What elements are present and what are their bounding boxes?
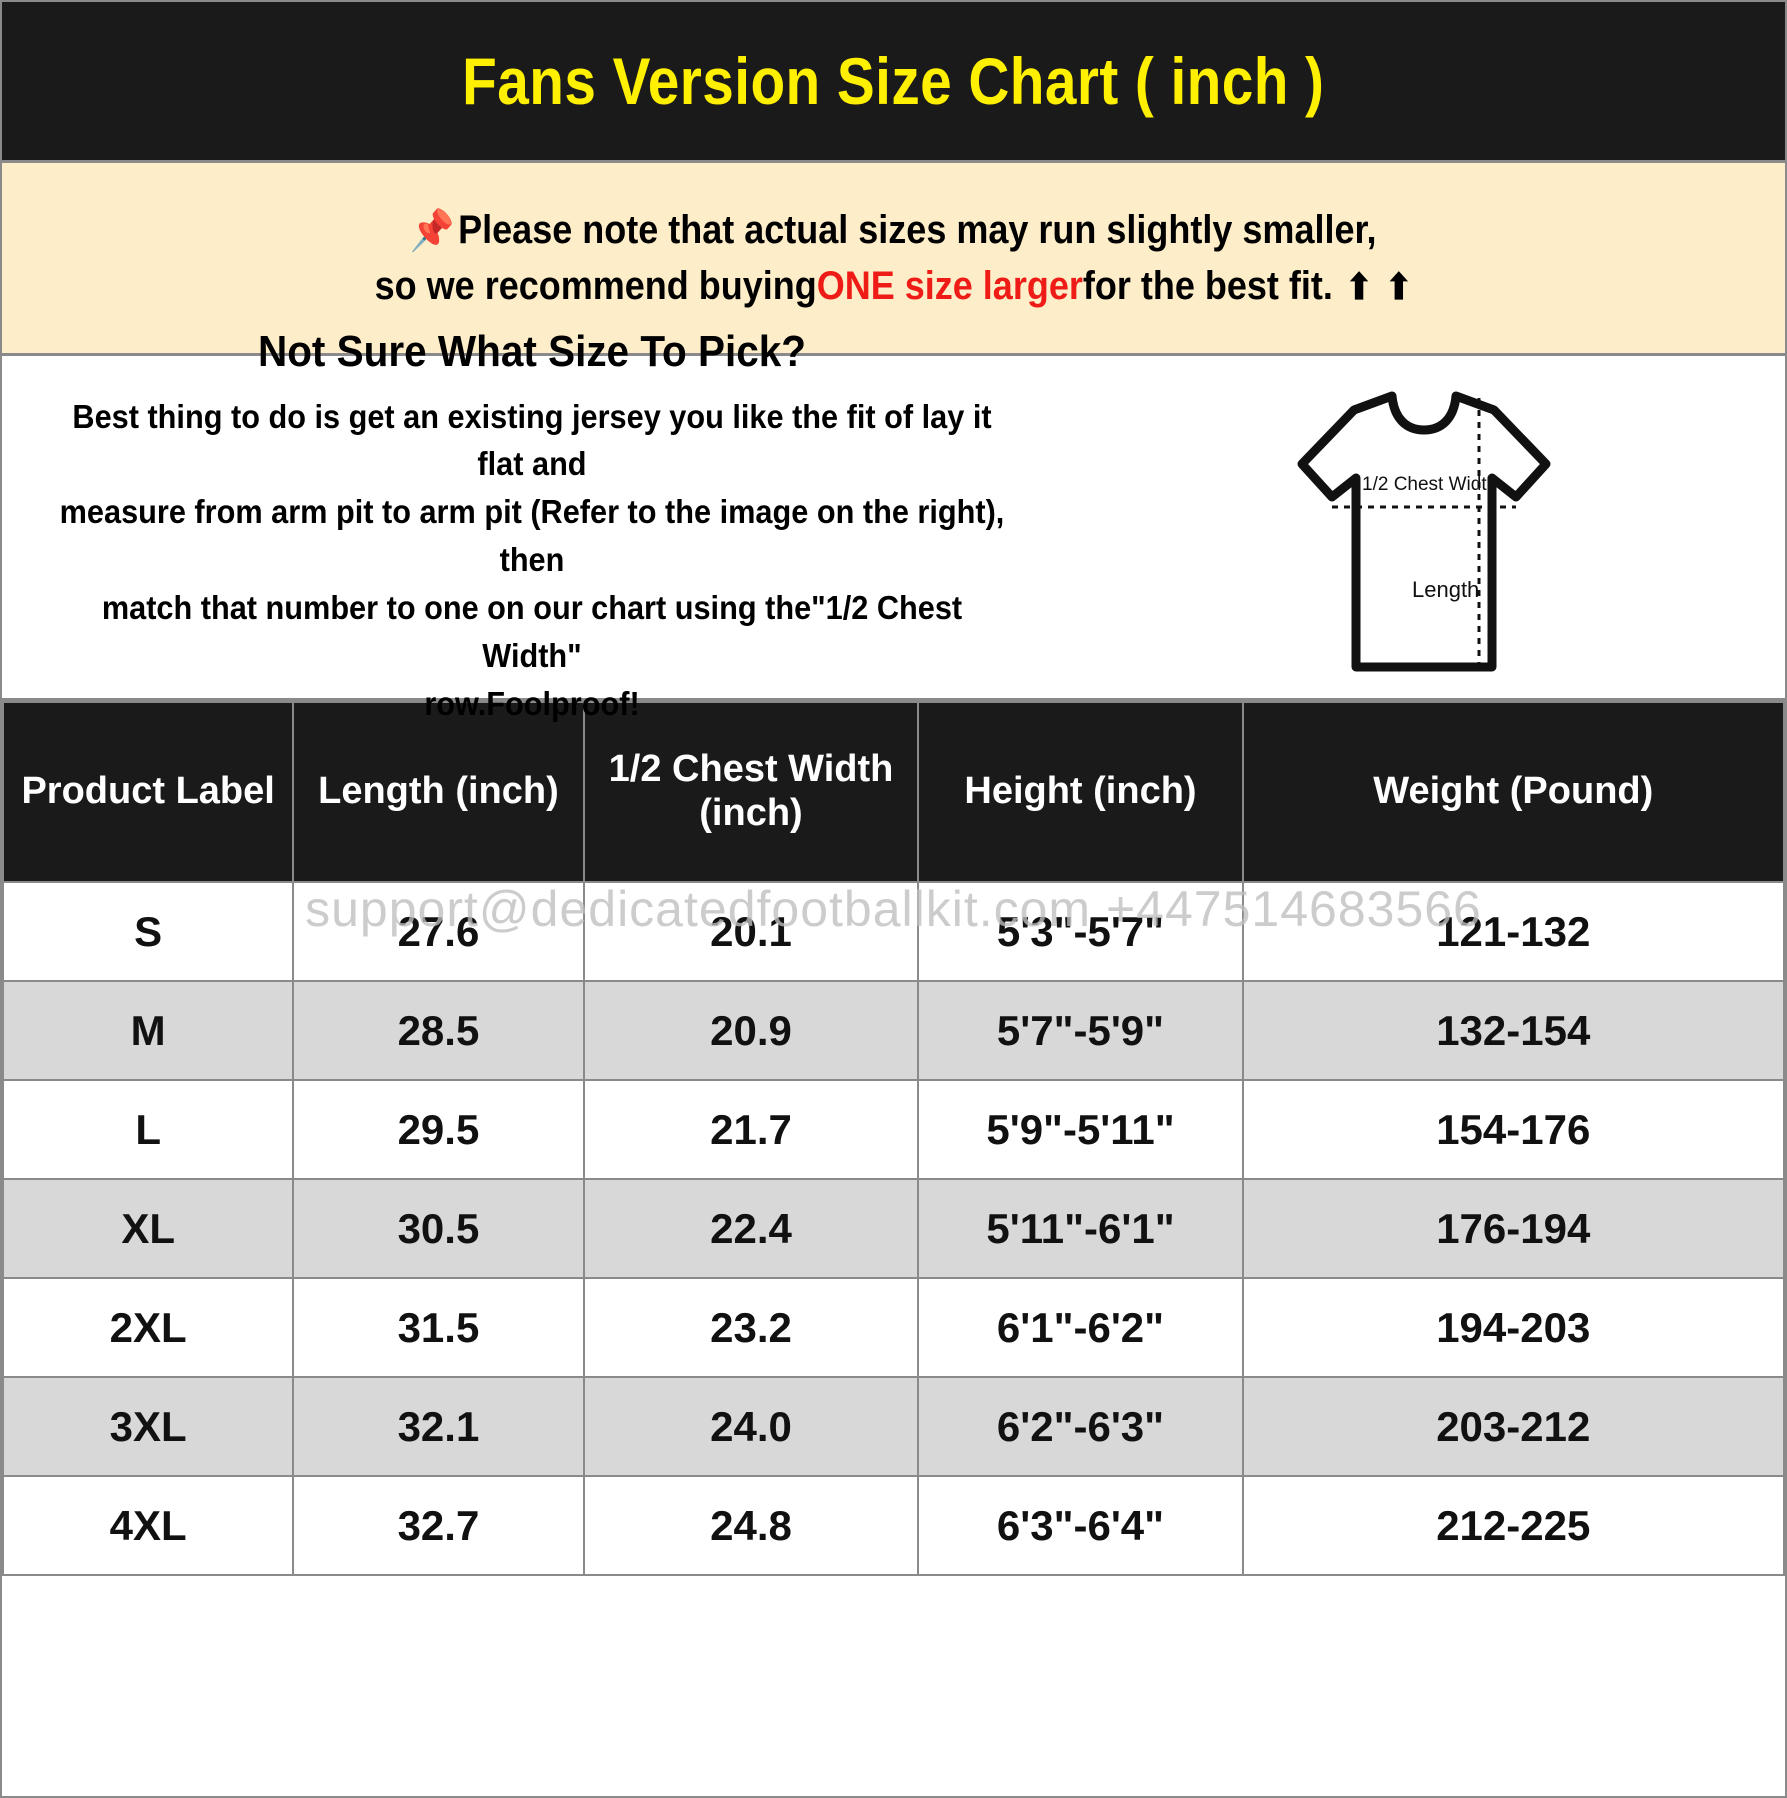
cell-product-label: 2XL <box>2 1277 295 1378</box>
table-cell: 6'2"-6'3" <box>917 1376 1244 1477</box>
note-line-2-before: so we recommend buying <box>374 264 817 308</box>
size-chart-table: Product Label Length (inch) 1/2 Chest Wi… <box>2 701 1785 1576</box>
table-cell: 6'3"-6'4" <box>917 1475 1244 1576</box>
help-heading: Not Sure What Size To Pick? <box>257 326 807 376</box>
col-header-length: Length (inch) <box>292 701 585 883</box>
table-cell: 27.6 <box>292 881 585 982</box>
table-row: XL 30.5 22.4 5'11"-6'1" 176-194 <box>2 1178 1785 1279</box>
col-header-chest-width: 1/2 Chest Width (inch) <box>582 701 920 883</box>
table-cell: 28.5 <box>292 980 585 1081</box>
help-section: Not Sure What Size To Pick? Best thing t… <box>2 327 1785 722</box>
table-row: 4XL 32.7 24.8 6'3"-6'4" 212-225 <box>2 1475 1785 1576</box>
table-cell: 176-194 <box>1241 1178 1785 1279</box>
table-cell: 132-154 <box>1241 980 1785 1081</box>
table-cell: 203-212 <box>1241 1376 1785 1477</box>
table-cell: 6'1"-6'2" <box>917 1277 1244 1378</box>
help-body-line-2: measure from arm pit to arm pit (Refer t… <box>59 493 1005 579</box>
table-cell: 24.0 <box>582 1376 920 1477</box>
table-body: S 27.6 20.1 5'3"-5'7" 121-132 M 28.5 20.9 5'7"-5… <box>2 881 1785 1576</box>
col-header-product-label: Product Label <box>2 701 295 883</box>
table-row: S 27.6 20.1 5'3"-5'7" 121-132 <box>2 881 1785 982</box>
table-cell: 5'9"-5'11" <box>917 1079 1244 1180</box>
tshirt-diagram-column: 1/2 Chest Width Length <box>1062 382 1785 672</box>
table-row: L 29.5 21.7 5'9"-5'11" 154-176 <box>2 1079 1785 1180</box>
chest-width-label: 1/2 Chest Width <box>1362 474 1497 495</box>
table-cell: 22.4 <box>582 1178 920 1279</box>
table-row: 2XL 31.5 23.2 6'1"-6'2" 194-203 <box>2 1277 1785 1378</box>
table-cell: 31.5 <box>292 1277 585 1378</box>
note-line-2-after: for the best fit. <box>1082 264 1333 308</box>
page-title: Fans Version Size Chart ( inch ) <box>462 44 1325 118</box>
note-banner: 📌 Please note that actual sizes may run … <box>2 160 1785 356</box>
col-header-height: Height (inch) <box>917 701 1244 883</box>
cell-product-label: 4XL <box>2 1475 295 1576</box>
note-line-1-text: Please note that actual sizes may run sl… <box>458 208 1377 252</box>
note-line-1: 📌 Please note that actual sizes may run … <box>410 207 1377 254</box>
table-header: Product Label Length (inch) 1/2 Chest Wi… <box>2 701 1785 883</box>
cell-product-label: 3XL <box>2 1376 295 1477</box>
note-highlight: ONE size larger <box>816 264 1083 308</box>
table-cell: 29.5 <box>292 1079 585 1180</box>
table-cell: 20.1 <box>582 881 920 982</box>
cell-product-label: L <box>2 1079 295 1180</box>
length-label: Length <box>1412 577 1479 602</box>
table-cell: 30.5 <box>292 1178 585 1279</box>
table-header-row: Product Label Length (inch) 1/2 Chest Wi… <box>2 701 1785 883</box>
help-body-line-3: match that number to one on our chart us… <box>101 588 963 674</box>
table-cell: 5'3"-5'7" <box>917 881 1244 982</box>
title-bar: Fans Version Size Chart ( inch ) <box>2 2 1785 160</box>
cell-product-label: XL <box>2 1178 295 1279</box>
help-body: Best thing to do is get an existing jers… <box>52 393 1012 728</box>
table-cell: 23.2 <box>582 1277 920 1378</box>
note-line-2: so we recommend buying ONE size larger f… <box>375 264 1413 309</box>
pushpin-icon: 📌 <box>410 209 455 253</box>
table-cell: 194-203 <box>1241 1277 1785 1378</box>
help-text-column: Not Sure What Size To Pick? Best thing t… <box>2 327 1062 728</box>
table-cell: 32.7 <box>292 1475 585 1576</box>
help-body-line-4: row.Foolproof! <box>424 684 640 722</box>
help-body-line-1: Best thing to do is get an existing jers… <box>72 397 992 483</box>
table-row: M 28.5 20.9 5'7"-5'9" 132-154 <box>2 980 1785 1081</box>
table-cell: 121-132 <box>1241 881 1785 982</box>
table-cell: 21.7 <box>582 1079 920 1180</box>
table-cell: 20.9 <box>582 980 920 1081</box>
table-cell: 5'7"-5'9" <box>917 980 1244 1081</box>
table-row: 3XL 32.1 24.0 6'2"-6'3" 203-212 <box>2 1376 1785 1477</box>
cell-product-label: M <box>2 980 295 1081</box>
tshirt-diagram-icon: 1/2 Chest Width Length <box>1297 391 1550 672</box>
arrow-up-icon-1: ⬆ <box>1345 265 1373 307</box>
table-cell: 32.1 <box>292 1376 585 1477</box>
table-cell: 212-225 <box>1241 1475 1785 1576</box>
table-cell: 24.8 <box>582 1475 920 1576</box>
table-cell: 154-176 <box>1241 1079 1785 1180</box>
arrow-up-icon-2: ⬆ <box>1385 265 1413 307</box>
table-cell: 5'11"-6'1" <box>917 1178 1244 1279</box>
col-header-weight: Weight (Pound) <box>1241 701 1785 883</box>
cell-product-label: S <box>2 881 295 982</box>
